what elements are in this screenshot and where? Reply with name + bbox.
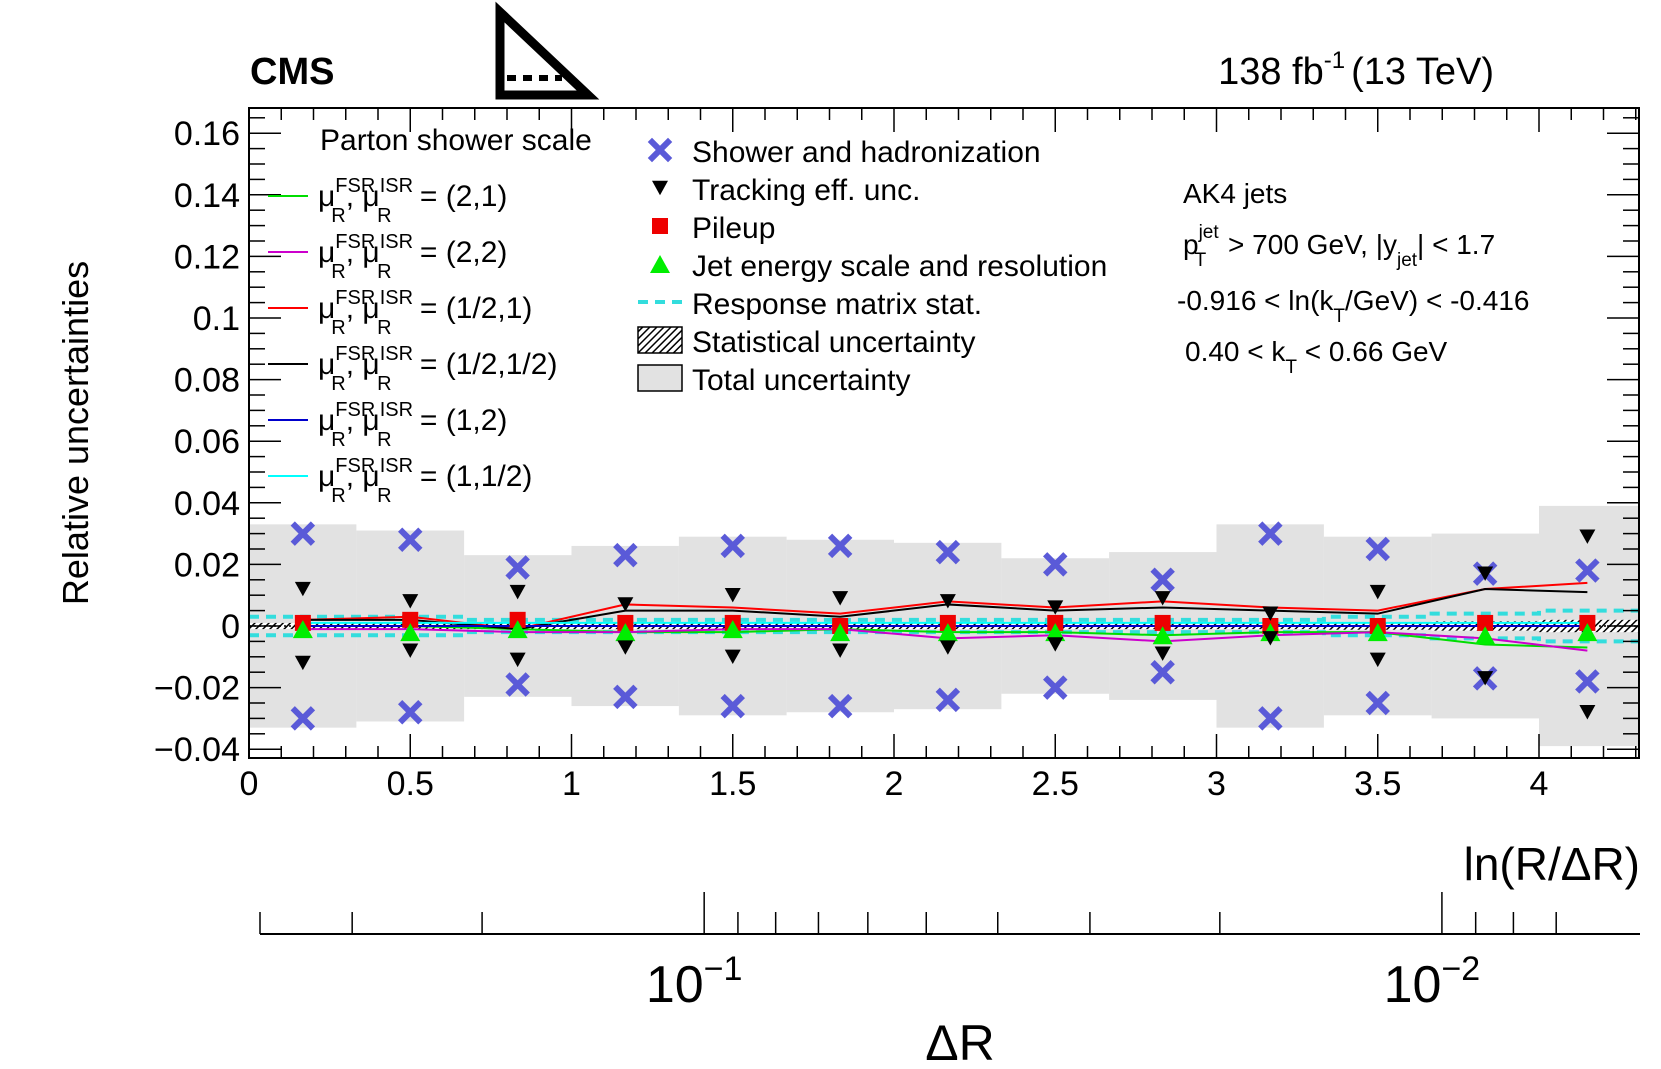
legend-left-entry: μFSR R, μISR R = (1,2) — [318, 399, 507, 451]
y-tick-label: 0.14 — [174, 177, 240, 215]
y-tick-label: 0 — [221, 608, 240, 646]
legend-left-entry: μFSR R, μISR R = (1/2,1) — [318, 287, 532, 339]
luminosity-label: 138 fb-1 (13 TeV) — [1218, 47, 1494, 93]
y-tick-label: 0.04 — [174, 485, 240, 523]
legend-right-label: Pileup — [692, 212, 775, 245]
legend-tracking-marker — [652, 181, 668, 195]
secondary-tick-label: 10−1 — [646, 950, 743, 1014]
secondary-tick-label: 10−2 — [1384, 950, 1481, 1014]
legend-left-entry: μFSR R, μISR R = (2,1) — [318, 175, 507, 227]
x-axis-title: ln(R/ΔR) — [1464, 838, 1640, 890]
legend-right-label: Total uncertainty — [692, 364, 910, 397]
secondary-x-axis-title: ΔR — [925, 1015, 995, 1069]
legend-parton-shower: Parton shower scale μFSR R, μISR R = (2,1)… — [268, 124, 592, 507]
uncertainty-chart: CMS 138 fb-1 (13 TeV) Relative uncertaint… — [0, 0, 1661, 1069]
legend-left-entry: μFSR R, μISR R = (2,2) — [318, 231, 507, 283]
legend-uncertainties: Shower and hadronization Tracking eff. un… — [638, 136, 1107, 397]
x-tick-label: 2 — [885, 765, 904, 803]
legend-right-label: Response matrix stat. — [692, 288, 982, 321]
triangle-logo — [500, 12, 588, 95]
legend-right-label: Jet energy scale and resolution — [692, 250, 1107, 283]
legend-left-entry: μFSR R, μISR R = (1,1/2) — [318, 455, 532, 507]
y-tick-label: 0.08 — [174, 362, 240, 400]
info-lnkt-cut: -0.916 < ln(kT/GeV) < -0.416 — [1177, 285, 1529, 327]
legend-left-entry: μFSR R, μISR R = (1/2,1/2) — [318, 343, 557, 395]
legend-right-label: Shower and hadronization — [692, 136, 1041, 169]
x-tick-label: 0 — [240, 765, 259, 803]
y-tick-label: −0.04 — [154, 731, 240, 769]
info-kt-cut: 0.40 < kT < 0.66 GeV — [1185, 336, 1448, 378]
x-tick-label: 1 — [562, 765, 581, 803]
info-jets: AK4 jets — [1183, 178, 1287, 209]
x-tick-label: 0.5 — [387, 765, 434, 803]
legend-pileup-marker — [652, 218, 668, 234]
experiment-label: CMS — [250, 51, 334, 93]
x-tick-label: 2.5 — [1032, 765, 1079, 803]
y-tick-label: 0.12 — [174, 238, 240, 276]
y-axis-title: Relative uncertainties — [55, 261, 96, 605]
info-pt-cut: pjet T > 700 GeV, |yjet| < 1.7 — [1183, 222, 1495, 271]
legend-right-label: Statistical uncertainty — [692, 326, 975, 359]
y-tick-label: 0.1 — [193, 300, 240, 338]
y-tick-label: 0.02 — [174, 546, 240, 584]
plot-area — [249, 506, 1646, 746]
x-tick-label: 3.5 — [1354, 765, 1401, 803]
x-tick-label: 4 — [1530, 765, 1549, 803]
y-tick-label: 0.06 — [174, 423, 240, 461]
x-tick-label: 1.5 — [709, 765, 756, 803]
legend-left-title: Parton shower scale — [320, 124, 592, 157]
y-tick-label: −0.02 — [154, 670, 240, 708]
x-tick-label: 3 — [1207, 765, 1226, 803]
shower-marker — [652, 142, 668, 158]
legend-right-label: Tracking eff. unc. — [692, 174, 920, 207]
secondary-x-axis: 10−1 10−2 — [260, 892, 1640, 1014]
legend-total-swatch — [638, 365, 682, 391]
selection-info: AK4 jets pjet T > 700 GeV, |yjet| < 1.7 -… — [1177, 178, 1529, 378]
legend-jes-marker — [650, 255, 670, 273]
y-tick-label: 0.16 — [174, 115, 240, 153]
legend-stat-swatch — [638, 327, 682, 353]
